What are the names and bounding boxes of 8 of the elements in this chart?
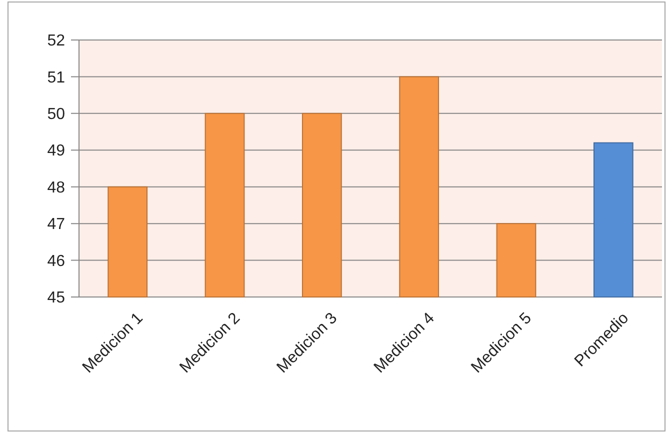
y-tick-label: 51 xyxy=(47,69,66,86)
y-tick-label: 50 xyxy=(47,106,66,124)
y-tick-label: 52 xyxy=(47,32,66,50)
y-tick-label: 47 xyxy=(47,216,66,234)
y-tick-label: 46 xyxy=(47,252,66,270)
y-tick-label: 45 xyxy=(47,290,66,307)
y-tick-label: 48 xyxy=(47,179,66,196)
y-tick-label: 49 xyxy=(47,142,66,160)
